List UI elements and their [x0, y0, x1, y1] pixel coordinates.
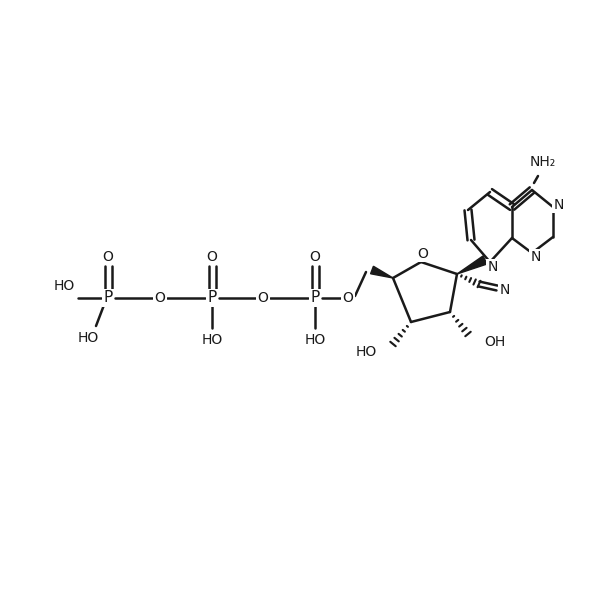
Text: P: P [208, 290, 217, 305]
Text: O: O [206, 250, 217, 264]
Text: N: N [500, 283, 510, 297]
Text: HO: HO [304, 333, 326, 347]
Text: OH: OH [484, 335, 505, 349]
Text: HO: HO [77, 331, 98, 345]
Text: O: O [103, 250, 113, 264]
Text: HO: HO [202, 333, 223, 347]
Text: P: P [310, 290, 320, 305]
Text: N: N [531, 250, 541, 264]
Text: O: O [310, 250, 320, 264]
Polygon shape [457, 256, 487, 274]
Polygon shape [371, 266, 393, 278]
Text: O: O [343, 291, 353, 305]
Text: HO: HO [356, 345, 377, 359]
Text: NH₂: NH₂ [530, 155, 556, 169]
Text: P: P [103, 290, 113, 305]
Text: N: N [554, 198, 564, 212]
Text: O: O [155, 291, 166, 305]
Text: O: O [418, 247, 428, 261]
Text: N: N [488, 260, 498, 274]
Text: HO: HO [53, 279, 74, 293]
Text: O: O [257, 291, 268, 305]
